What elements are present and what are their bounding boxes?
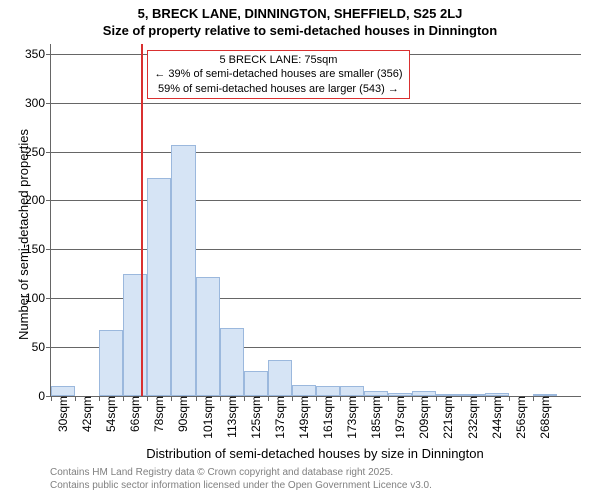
xtick-label: 66sqm — [126, 396, 142, 432]
x-axis-label: Distribution of semi-detached houses by … — [50, 446, 580, 461]
chart-container: 5, BRECK LANE, DINNINGTON, SHEFFIELD, S2… — [0, 0, 600, 500]
footer-attribution: Contains HM Land Registry data © Crown c… — [50, 466, 432, 492]
xtick-mark — [220, 396, 221, 401]
histogram-bar — [244, 371, 268, 396]
xtick-label: 244sqm — [488, 396, 504, 439]
xtick-label: 42sqm — [78, 396, 94, 432]
annotation-box: 5 BRECK LANE: 75sqm← 39% of semi-detache… — [147, 50, 409, 99]
xtick-label: 137sqm — [271, 396, 287, 439]
xtick-mark — [123, 396, 124, 401]
xtick-label: 113sqm — [223, 396, 239, 438]
xtick-label: 78sqm — [150, 396, 166, 432]
histogram-bar — [99, 330, 123, 396]
xtick-label: 54sqm — [102, 396, 118, 432]
xtick-label: 30sqm — [54, 396, 70, 432]
xtick-label: 149sqm — [295, 396, 311, 439]
y-axis-label: Number of semi-detached properties — [16, 129, 31, 340]
xtick-mark — [364, 396, 365, 401]
xtick-label: 268sqm — [536, 396, 552, 439]
xtick-label: 101sqm — [199, 396, 215, 439]
xtick-mark — [316, 396, 317, 401]
property-marker-line — [141, 44, 143, 396]
xtick-label: 161sqm — [319, 396, 335, 439]
xtick-mark — [147, 396, 148, 401]
histogram-bar — [196, 277, 220, 396]
xtick-mark — [268, 396, 269, 401]
histogram-bar — [268, 360, 292, 396]
ytick-label: 300 — [25, 96, 51, 110]
annotation-title: 5 BRECK LANE: 75sqm — [154, 53, 402, 67]
xtick-mark — [75, 396, 76, 401]
xtick-mark — [340, 396, 341, 401]
annotation-larger: 59% of semi-detached houses are larger (… — [154, 82, 402, 96]
histogram-bar — [340, 386, 364, 396]
xtick-label: 173sqm — [343, 396, 359, 439]
ytick-label: 0 — [38, 389, 51, 403]
histogram-bar — [147, 178, 171, 396]
chart-title-line2: Size of property relative to semi-detach… — [0, 23, 600, 40]
xtick-label: 185sqm — [367, 396, 383, 439]
xtick-mark — [461, 396, 462, 401]
histogram-bar — [123, 274, 147, 396]
gridline — [51, 103, 581, 104]
xtick-mark — [292, 396, 293, 401]
xtick-mark — [244, 396, 245, 401]
histogram-bar — [316, 386, 340, 396]
annotation-smaller: ← 39% of semi-detached houses are smalle… — [154, 67, 402, 81]
xtick-mark — [388, 396, 389, 401]
footer-line1: Contains HM Land Registry data © Crown c… — [50, 466, 432, 479]
footer-line2: Contains public sector information licen… — [50, 479, 432, 492]
xtick-mark — [99, 396, 100, 401]
ytick-label: 350 — [25, 47, 51, 61]
histogram-bar — [292, 385, 316, 396]
xtick-label: 125sqm — [247, 396, 263, 439]
histogram-bar — [51, 386, 75, 396]
xtick-mark — [171, 396, 172, 401]
xtick-mark — [196, 396, 197, 401]
xtick-mark — [533, 396, 534, 401]
xtick-label: 256sqm — [512, 396, 528, 439]
xtick-label: 197sqm — [391, 396, 407, 439]
ytick-label: 50 — [32, 340, 51, 354]
gridline — [51, 200, 581, 201]
xtick-label: 209sqm — [415, 396, 431, 439]
histogram-bar — [171, 145, 195, 396]
gridline — [51, 249, 581, 250]
xtick-mark — [412, 396, 413, 401]
xtick-mark — [436, 396, 437, 401]
plot-area: 05010015020025030035030sqm42sqm54sqm66sq… — [50, 44, 581, 397]
histogram-bar — [220, 328, 244, 396]
gridline — [51, 152, 581, 153]
chart-title-line1: 5, BRECK LANE, DINNINGTON, SHEFFIELD, S2… — [0, 6, 600, 23]
xtick-mark — [485, 396, 486, 401]
xtick-label: 90sqm — [174, 396, 190, 432]
xtick-mark — [509, 396, 510, 401]
xtick-mark — [51, 396, 52, 401]
xtick-label: 221sqm — [439, 396, 455, 439]
xtick-label: 232sqm — [464, 396, 480, 439]
